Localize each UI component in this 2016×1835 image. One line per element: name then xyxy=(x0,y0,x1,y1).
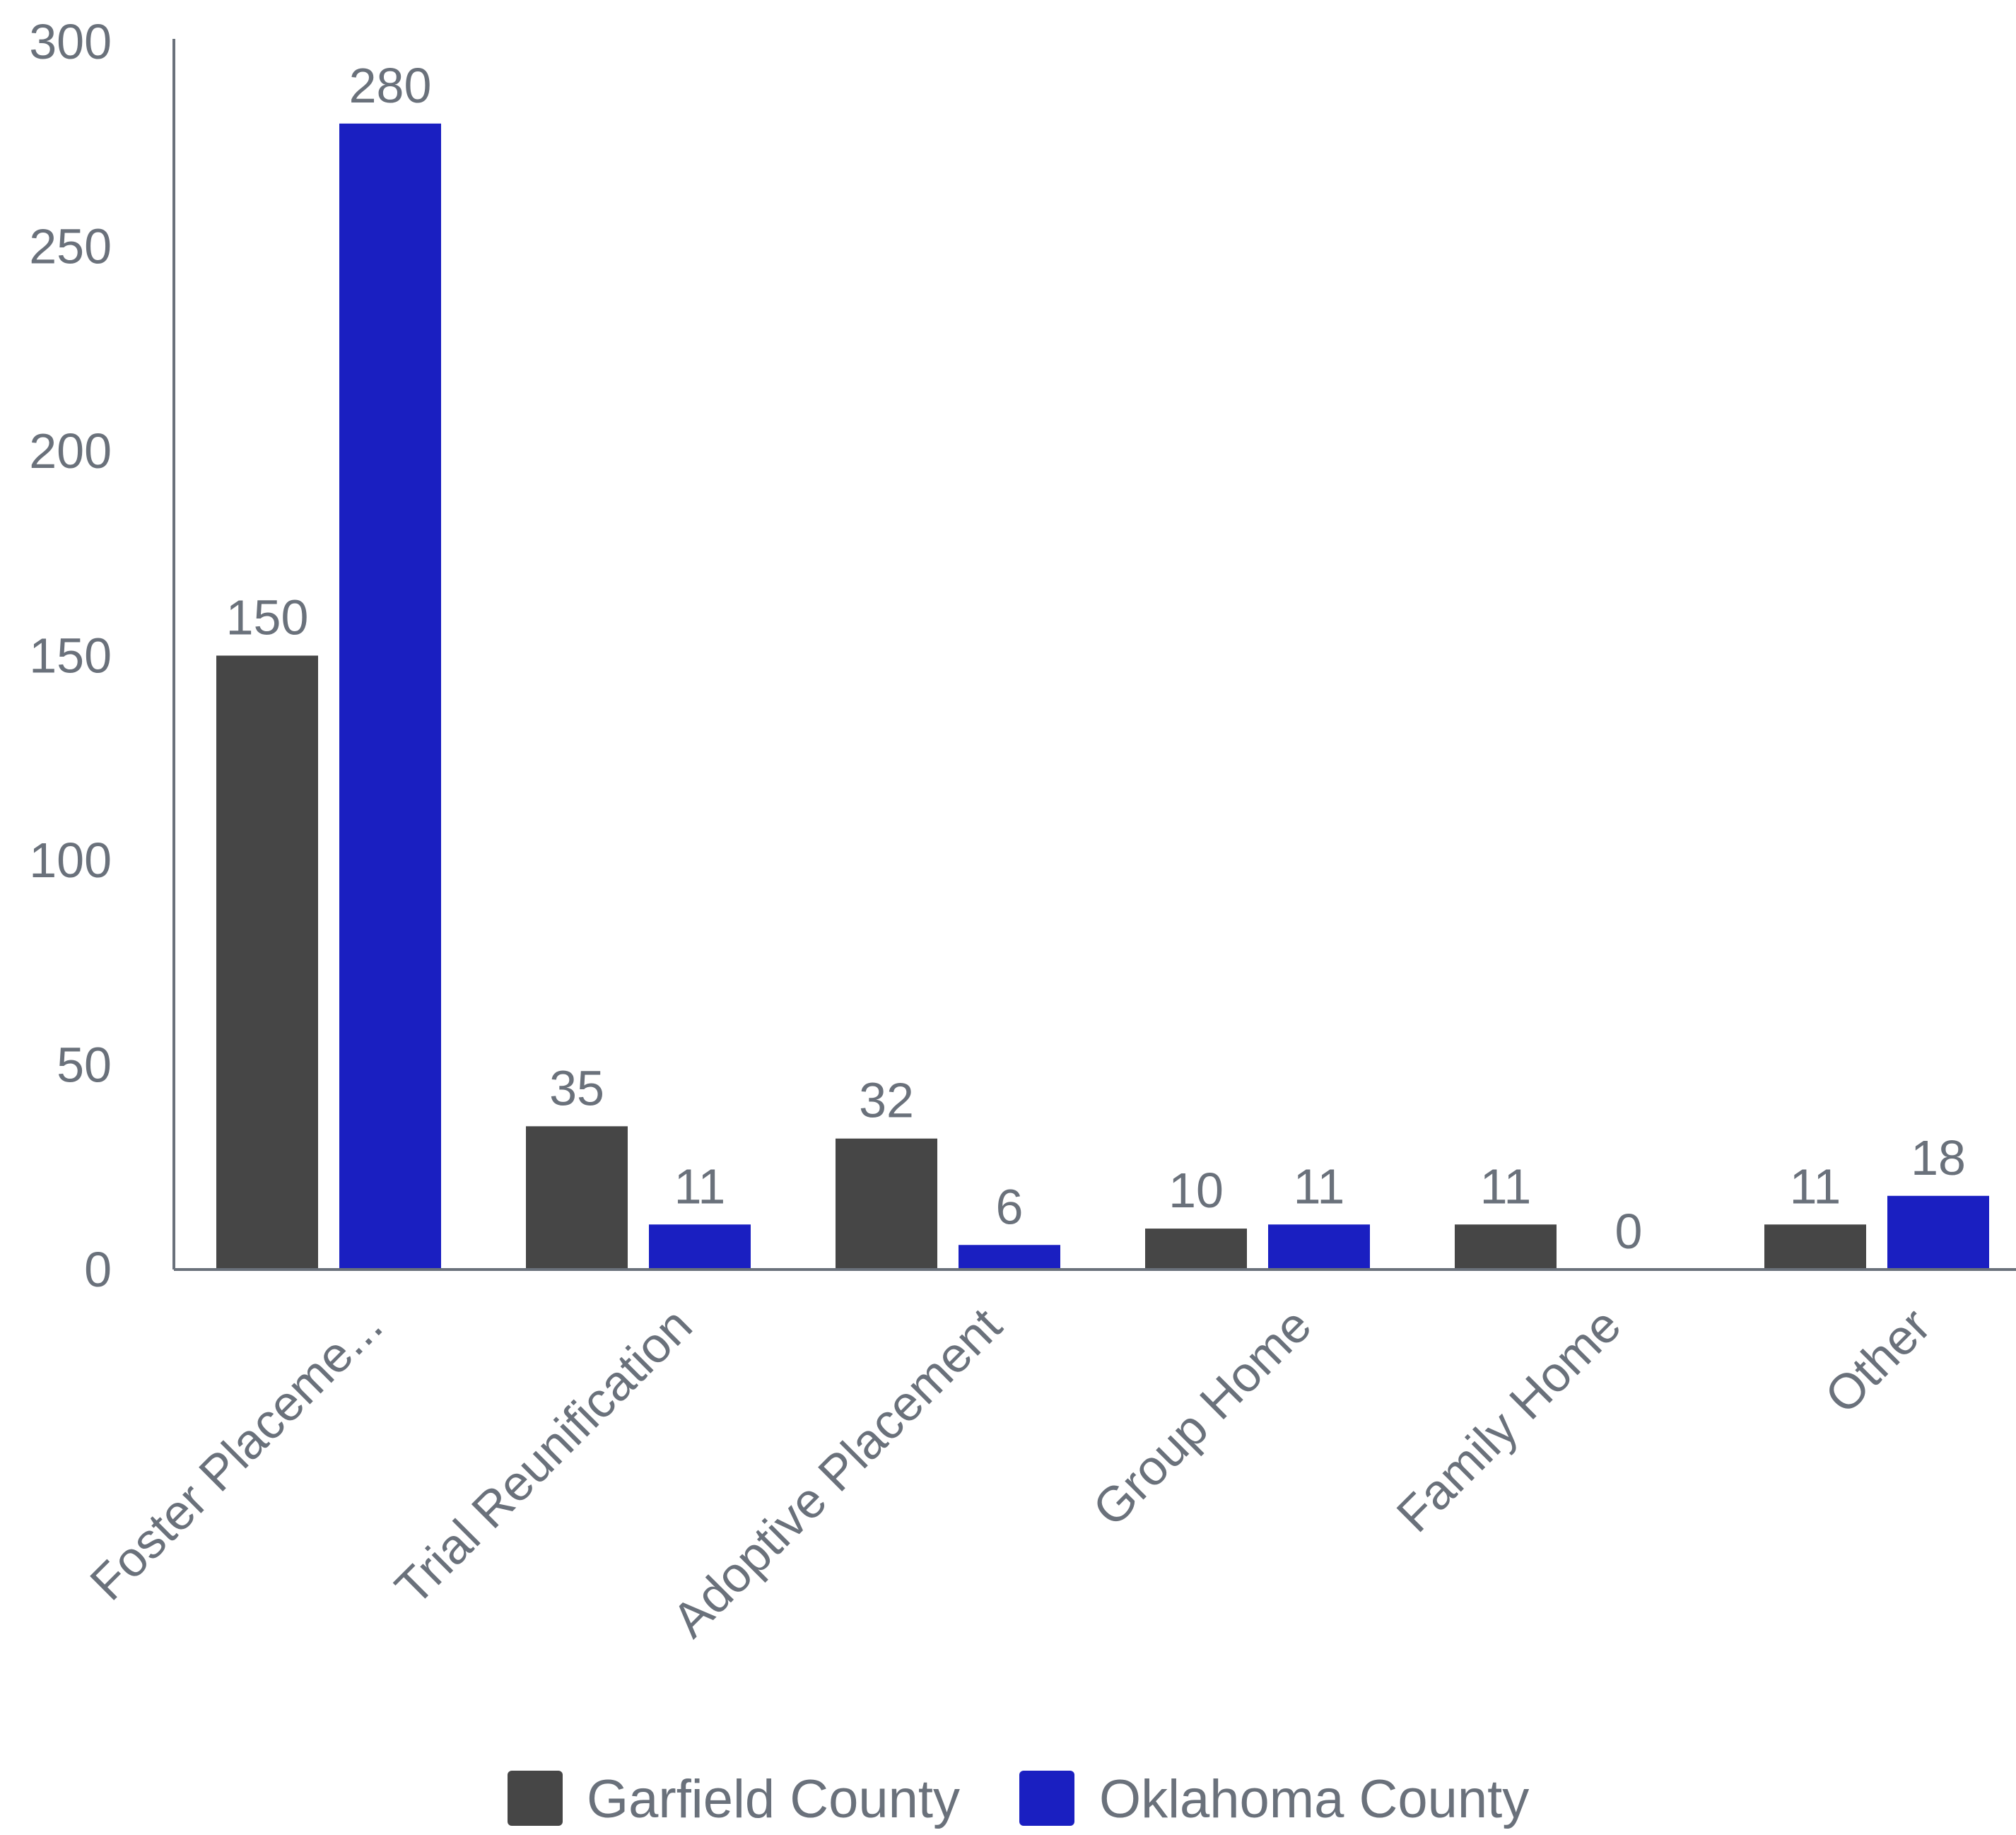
x-category-label: Other xyxy=(1815,1297,1941,1424)
bar-garfield xyxy=(216,655,318,1270)
bar-oklahoma xyxy=(1268,1224,1370,1270)
legend-label: Garfield County xyxy=(587,1769,960,1829)
x-category-label: Family Home xyxy=(1386,1297,1631,1542)
y-axis-ticks: 0 50 100 150 200 250 300 xyxy=(29,14,112,1297)
bar-oklahoma xyxy=(649,1224,751,1270)
y-tick-label: 200 xyxy=(29,423,112,479)
x-category-label: Foster Placeme... xyxy=(80,1297,393,1610)
data-label: 11 xyxy=(1790,1159,1841,1214)
data-label: 11 xyxy=(1480,1159,1532,1214)
data-label: 280 xyxy=(349,58,432,113)
x-category-label: Group Home xyxy=(1082,1297,1322,1537)
data-label: 0 xyxy=(1615,1204,1643,1259)
x-category-label: Trial Reunification xyxy=(385,1297,702,1614)
legend-swatch xyxy=(508,1771,563,1826)
data-label: 150 xyxy=(226,590,309,645)
y-tick-label: 150 xyxy=(29,628,112,684)
y-tick-label: 100 xyxy=(29,833,112,888)
bar-garfield xyxy=(1764,1224,1866,1270)
legend: Garfield County Oklahoma County xyxy=(508,1769,1529,1829)
data-label: 10 xyxy=(1168,1163,1224,1218)
x-axis-labels: Foster Placeme...Trial ReunificationAdop… xyxy=(80,1297,1941,1647)
bar-garfield xyxy=(526,1126,628,1270)
y-tick-label: 300 xyxy=(29,14,112,69)
x-category-label: Adoptive Placement xyxy=(662,1297,1012,1647)
y-tick-label: 0 xyxy=(84,1242,112,1297)
y-tick-label: 250 xyxy=(29,219,112,274)
data-label: 11 xyxy=(1294,1159,1345,1214)
data-labels-group: 150 280 35 11 32 6 10 11 11 0 11 18 xyxy=(226,58,1966,1259)
bar-garfield xyxy=(1455,1224,1557,1270)
legend-label: Oklahoma County xyxy=(1099,1769,1529,1829)
bar-garfield xyxy=(836,1138,937,1270)
bar-oklahoma xyxy=(339,123,441,1270)
data-label: 35 xyxy=(549,1060,604,1115)
data-label: 18 xyxy=(1911,1130,1966,1185)
data-label: 6 xyxy=(996,1179,1024,1234)
bar-oklahoma xyxy=(1887,1195,1989,1270)
data-label: 32 xyxy=(859,1073,914,1128)
y-tick-label: 50 xyxy=(57,1038,112,1093)
bars-group xyxy=(216,123,1989,1270)
bar-garfield xyxy=(1145,1229,1247,1270)
legend-swatch xyxy=(1019,1771,1074,1826)
data-label: 11 xyxy=(674,1159,726,1214)
bar-oklahoma xyxy=(959,1245,1060,1270)
